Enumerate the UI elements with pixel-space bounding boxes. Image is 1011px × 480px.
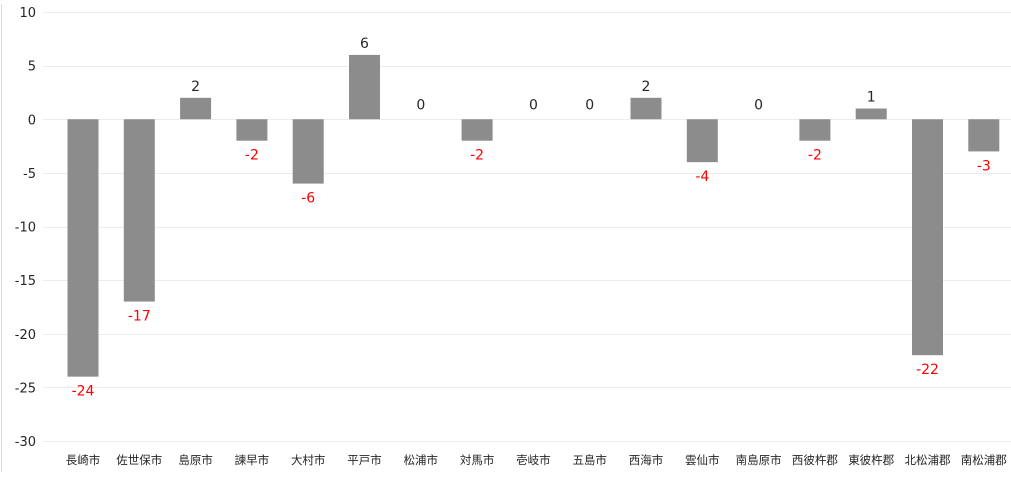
bar [123,119,155,302]
x-category-label: 大村市 [291,453,326,467]
y-tick-label: -20 [15,328,36,343]
y-tick-label: -15 [15,274,36,289]
y-tick-label: -25 [15,381,36,396]
x-category-label: 長崎市 [66,453,101,467]
bar [461,119,493,141]
data-label: -24 [72,384,95,400]
data-labels: -24 -17 2 -2 -6 6 0 -2 0 0 2 -4 0 -2 1 -22 -3 [72,36,991,400]
x-category-label: 平戸市 [347,453,382,467]
bar [630,97,662,120]
data-label: -22 [916,362,939,378]
y-tick-label: -30 [15,435,36,450]
y-tick-label: 5 [28,60,36,75]
x-category-label: 東彼杵郡 [848,453,894,467]
bar [968,119,1000,152]
y-axis: -30 -25 -20 -15 -10 -5 0 5 10 [1,4,36,472]
data-label: -4 [695,169,709,185]
x-category-label: 南島原市 [736,453,782,467]
data-label: -2 [470,148,484,164]
bar [67,119,99,377]
x-category-label: 島原市 [178,453,213,467]
x-category-label: 壱岐市 [516,453,551,467]
y-tick-label: -5 [23,167,36,182]
data-label: 2 [642,79,651,95]
y-tick-label: 10 [19,6,36,21]
y-tick-label: -10 [15,221,36,236]
data-label: 1 [867,90,876,106]
data-label: 6 [360,36,369,52]
x-category-label: 南松浦郡 [961,453,1007,467]
x-category-label: 対馬市 [460,453,495,467]
x-category-label: 西彼杵郡 [792,453,838,467]
data-label: 0 [416,97,425,113]
data-label: 2 [191,79,200,95]
x-axis-categories: 長崎市 佐世保市 島原市 諫早市 大村市 平戸市 松浦市 対馬市 壱岐市 五島市 西海市 雲仙市 南島原… [66,453,1008,467]
x-category-label: 諫早市 [235,453,270,467]
bars [67,54,1000,377]
data-label: -17 [128,309,151,325]
data-label: 0 [585,97,594,113]
x-category-label: 佐世保市 [116,453,162,467]
y-tick-label: 0 [28,113,36,128]
data-label: -3 [977,158,991,174]
data-label: 0 [529,97,538,113]
bar [855,108,887,120]
bar [349,54,380,120]
data-label: -6 [301,191,315,207]
bar [686,119,718,163]
bar [292,119,324,184]
gridlines [43,12,1011,442]
x-category-label: 松浦市 [404,453,439,467]
bar [912,119,943,356]
data-label: -2 [808,148,822,164]
data-label: -2 [245,148,259,164]
x-category-label: 北松浦郡 [905,453,951,467]
x-category-label: 西海市 [629,453,664,467]
bar [236,119,268,141]
x-category-label: 雲仙市 [685,453,720,467]
data-label: 0 [754,97,763,113]
x-category-label: 五島市 [572,453,607,467]
bar [799,119,831,141]
bar [180,97,212,120]
